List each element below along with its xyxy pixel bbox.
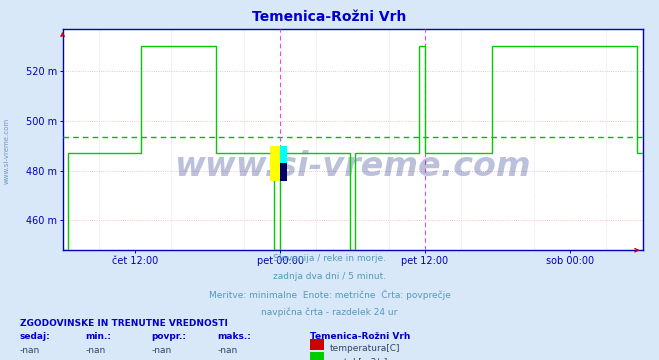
Bar [280, 146, 287, 163]
Bar [270, 146, 280, 181]
Text: www.si-vreme.com: www.si-vreme.com [174, 149, 531, 183]
Text: Meritve: minimalne  Enote: metrične  Črta: povprečje: Meritve: minimalne Enote: metrične Črta:… [208, 290, 451, 300]
Text: min.:: min.: [86, 332, 111, 341]
Text: temperatura[C]: temperatura[C] [330, 344, 400, 353]
Text: -nan: -nan [86, 346, 106, 355]
Text: navpična črta - razdelek 24 ur: navpična črta - razdelek 24 ur [262, 308, 397, 317]
Text: ZGODOVINSKE IN TRENUTNE VREDNOSTI: ZGODOVINSKE IN TRENUTNE VREDNOSTI [20, 319, 227, 328]
Text: -nan: -nan [217, 346, 238, 355]
Text: pretok[m3/s]: pretok[m3/s] [330, 358, 388, 360]
Text: -nan: -nan [152, 346, 172, 355]
Text: Slovenija / reke in morje.: Slovenija / reke in morje. [273, 254, 386, 263]
Text: maks.:: maks.: [217, 332, 251, 341]
Bar [280, 163, 287, 181]
Text: -nan: -nan [20, 346, 40, 355]
Text: zadnja dva dni / 5 minut.: zadnja dva dni / 5 minut. [273, 272, 386, 281]
Text: povpr.:: povpr.: [152, 332, 186, 341]
Text: Temenica-Rožni Vrh: Temenica-Rožni Vrh [310, 332, 410, 341]
Text: Temenica-Rožni Vrh: Temenica-Rožni Vrh [252, 10, 407, 24]
Text: www.si-vreme.com: www.si-vreme.com [3, 118, 10, 184]
Text: sedaj:: sedaj: [20, 332, 51, 341]
